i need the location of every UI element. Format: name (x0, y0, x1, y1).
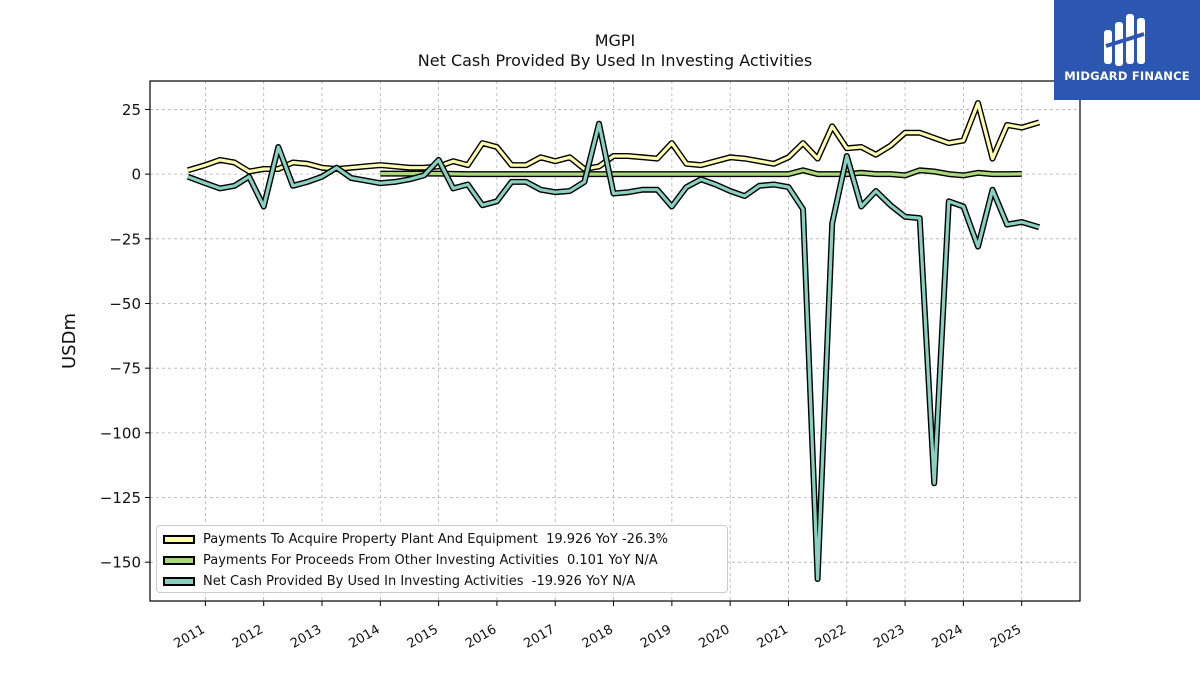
legend-swatch-ppe (163, 535, 195, 544)
x-tick-label: 2018 (580, 622, 616, 652)
grid-lines (150, 81, 1080, 601)
plot-frame (149, 80, 1081, 602)
chart-subtitle: Net Cash Provided By Used In Investing A… (417, 51, 813, 70)
legend-label-net: Net Cash Provided By Used In Investing A… (203, 574, 636, 589)
x-tick-label: 2025 (988, 622, 1024, 652)
x-tick-label: 2012 (230, 622, 266, 652)
x-tick-label: 2015 (405, 622, 441, 652)
y-tick-label: 0 (131, 166, 141, 184)
y-tick-label: 25 (122, 101, 141, 119)
legend-swatch-other (163, 556, 195, 565)
y-tick-label: −50 (109, 295, 141, 313)
x-tick-label: 2016 (463, 622, 499, 652)
y-tick-label: −125 (100, 489, 141, 507)
y-tick-label: −150 (100, 554, 141, 572)
brand-name: MIDGARD FINANCE (1064, 69, 1190, 83)
legend: Payments To Acquire Property Plant And E… (156, 525, 728, 593)
y-tick-label: −75 (109, 360, 141, 378)
y-tick-label: −100 (100, 424, 141, 442)
legend-label-ppe: Payments To Acquire Property Plant And E… (203, 532, 668, 547)
x-tick-label: 2019 (638, 622, 674, 652)
x-tick-label: 2013 (288, 622, 324, 652)
x-tick-label: 2020 (696, 622, 732, 652)
series-line-1 (380, 168, 1022, 177)
legend-item: Payments For Proceeds From Other Investi… (163, 550, 727, 571)
y-axis: 25 0 −25 −50 −75 −100 −125 −150 (100, 101, 150, 572)
x-tick-label: 2014 (346, 622, 382, 652)
x-tick-label: 2011 (172, 622, 208, 652)
midgard-logo-icon (1104, 14, 1145, 66)
x-tick-label: 2022 (813, 622, 849, 652)
legend-item: Payments To Acquire Property Plant And E… (163, 529, 727, 550)
x-axis: 2011 2012 2013 2014 2015 2016 2017 2018 2019 2020… (172, 601, 1024, 652)
x-tick-label: 2023 (871, 622, 907, 652)
brand-logo: MIDGARD FINANCE (1054, 0, 1200, 100)
y-tick-label: −25 (109, 230, 141, 248)
y-axis-label: USDm (59, 313, 80, 369)
series-lines (186, 100, 1041, 582)
series-line-2 (187, 122, 1040, 581)
x-tick-label: 2017 (521, 622, 557, 652)
x-tick-label: 2024 (930, 622, 966, 652)
legend-item: Net Cash Provided By Used In Investing A… (163, 571, 727, 592)
legend-swatch-net (163, 577, 195, 586)
legend-label-other: Payments For Proceeds From Other Investi… (203, 553, 658, 568)
chart-title: MGPI (594, 31, 636, 50)
x-tick-label: 2021 (755, 622, 791, 652)
